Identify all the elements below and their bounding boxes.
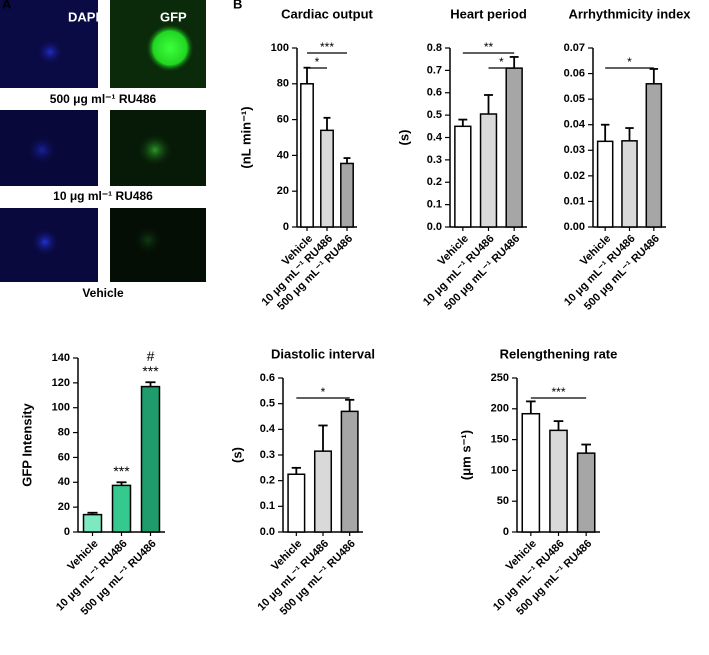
y-tick-label: 40 xyxy=(58,476,70,488)
y-tick-label: 250 xyxy=(491,372,509,384)
bar xyxy=(454,125,472,228)
bar xyxy=(621,140,638,228)
bar xyxy=(521,412,541,533)
y-tick-label: 100 xyxy=(52,402,70,414)
y-tick-label: 0.04 xyxy=(564,119,586,131)
bar-annotation: # xyxy=(147,348,155,364)
nucleus xyxy=(26,135,58,165)
bar xyxy=(549,429,568,533)
y-tick-label: 0.2 xyxy=(260,475,275,487)
y-tick-label: 0.4 xyxy=(260,423,276,435)
chart-title: Heart period xyxy=(450,6,527,21)
y-tick-label: 60 xyxy=(277,114,289,126)
y-tick-label: 60 xyxy=(58,451,70,463)
y-tick-label: 80 xyxy=(277,78,289,90)
y-tick-label: 100 xyxy=(271,42,289,54)
bar xyxy=(479,113,498,228)
channel-label: GFP xyxy=(160,9,187,24)
y-tick-label: 0.6 xyxy=(260,372,275,384)
significance-label: * xyxy=(499,55,504,69)
bar xyxy=(82,513,103,533)
panel-letter: B xyxy=(233,0,242,11)
y-tick-label: 0.5 xyxy=(260,398,275,410)
y-axis-label: (s) xyxy=(229,447,244,463)
y-tick-label: 0.6 xyxy=(427,87,442,99)
significance-label: ** xyxy=(484,40,494,54)
y-axis-label: GFP Intensity xyxy=(19,402,34,486)
row-label: 500 μg ml⁻¹ RU486 xyxy=(50,92,157,106)
gfp-signal xyxy=(134,226,162,254)
row-label: 10 μg ml⁻¹ RU486 xyxy=(53,189,153,203)
significance-label: * xyxy=(321,385,326,399)
bar xyxy=(576,452,596,533)
significance-label: *** xyxy=(551,385,565,399)
y-tick-label: 80 xyxy=(58,426,70,438)
significance-label: *** xyxy=(320,40,334,54)
bar xyxy=(313,450,333,533)
y-tick-label: 150 xyxy=(491,434,509,446)
y-tick-label: 100 xyxy=(491,464,509,476)
chart-title: Relengthening rate xyxy=(500,346,618,361)
bar xyxy=(287,473,306,533)
y-tick-label: 0.3 xyxy=(260,449,275,461)
panel-letter: A xyxy=(2,0,12,11)
y-tick-label: 0.3 xyxy=(427,154,442,166)
y-tick-label: 0.00 xyxy=(564,221,585,233)
y-tick-label: 0.5 xyxy=(427,109,442,121)
y-tick-label: 0.1 xyxy=(427,199,442,211)
y-tick-label: 0.0 xyxy=(427,221,442,233)
y-tick-label: 140 xyxy=(52,352,70,364)
gfp-signal xyxy=(138,134,172,166)
bar xyxy=(596,140,614,228)
bar xyxy=(140,385,161,533)
y-tick-label: 0.01 xyxy=(564,195,585,207)
y-tick-label: 0 xyxy=(503,526,509,538)
bar xyxy=(340,162,354,228)
bar xyxy=(645,83,663,228)
channel-label: DAPI xyxy=(68,9,99,24)
y-tick-label: 40 xyxy=(277,149,289,161)
y-tick-label: 0 xyxy=(283,221,289,233)
y-tick-label: 0.7 xyxy=(427,64,442,76)
chart-title: Arrhythmicity index xyxy=(568,6,691,21)
y-tick-label: 0.2 xyxy=(427,176,442,188)
y-tick-label: 0.8 xyxy=(427,42,442,54)
y-tick-label: 0.05 xyxy=(564,93,585,105)
y-tick-label: 20 xyxy=(277,185,289,197)
chart-title: Cardiac output xyxy=(281,6,373,21)
y-tick-label: 0.1 xyxy=(260,500,275,512)
y-tick-label: 0 xyxy=(64,526,70,538)
y-tick-label: 0.03 xyxy=(564,144,585,156)
bar xyxy=(320,129,334,228)
y-tick-label: 20 xyxy=(58,501,70,513)
nucleus xyxy=(36,39,64,65)
significance-label: * xyxy=(627,55,632,69)
y-tick-label: 0.06 xyxy=(564,67,585,79)
micrographs xyxy=(0,0,206,282)
y-tick-label: 0.4 xyxy=(427,131,443,143)
bar xyxy=(300,83,314,228)
y-tick-label: 120 xyxy=(52,377,70,389)
y-tick-label: 0.02 xyxy=(564,170,585,182)
y-axis-label: (nL min⁻¹) xyxy=(238,106,253,168)
significance-label: * xyxy=(315,55,320,69)
y-axis-label: (s) xyxy=(396,130,411,146)
y-tick-label: 0.0 xyxy=(260,526,275,538)
bar-annotation: *** xyxy=(113,463,130,479)
gfp-signal xyxy=(146,24,194,72)
y-tick-label: 200 xyxy=(491,403,509,415)
bar xyxy=(340,410,359,533)
bar xyxy=(111,484,132,533)
y-tick-label: 50 xyxy=(497,495,509,507)
y-axis-label: (μm s⁻¹) xyxy=(458,430,473,480)
bar xyxy=(505,67,523,228)
y-tick-label: 0.07 xyxy=(564,42,585,54)
row-label: Vehicle xyxy=(82,286,124,300)
nucleus xyxy=(31,228,59,256)
bar-annotation: *** xyxy=(142,363,159,379)
chart-title: Diastolic interval xyxy=(271,346,375,361)
